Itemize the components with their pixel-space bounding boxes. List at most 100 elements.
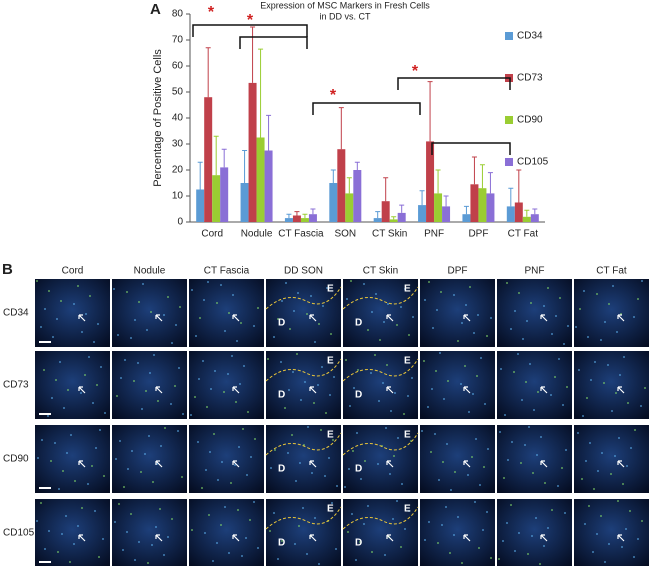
speckle [288,389,290,391]
speckle [355,559,357,561]
tile-label: E [404,504,411,515]
speckle [472,393,474,395]
speckle [336,485,338,487]
speckle [597,470,599,472]
arrow [78,386,86,394]
arrow [309,314,317,322]
speckle [596,293,598,295]
speckle [87,483,89,485]
speckle [310,295,312,297]
arrow [463,386,471,394]
speckle [167,536,169,538]
speckle [360,478,362,480]
speckle [299,462,301,464]
speckle [175,324,177,326]
error-bar [205,47,211,98]
speckle [159,508,161,510]
error-bar [435,169,441,194]
speckle [130,513,132,515]
error-bar [516,169,522,203]
speckle [104,412,106,414]
micrograph [420,351,495,419]
epidermis-boundary [265,432,342,456]
speckle [594,361,596,363]
x-tick-label: PNF [424,229,444,240]
speckle [396,500,398,502]
speckle [562,404,564,406]
speckle [182,413,184,415]
speckle [486,335,488,337]
speckle [130,337,132,339]
speckle [453,534,455,536]
y-tick-label: 70 [172,35,184,46]
arrow [386,386,394,394]
speckle [498,558,500,560]
speckle [206,406,208,408]
speckle [102,538,104,540]
speckle [199,317,201,319]
bar [426,141,435,222]
speckle [441,524,443,526]
speckle [385,427,387,429]
speckle [510,328,512,330]
speckle [137,362,139,364]
tile-label: D [278,318,285,329]
speckle [227,373,229,375]
speckle [384,554,386,556]
column-label: Cord [62,266,84,277]
tile-label: E [404,356,411,367]
arrow [386,460,394,468]
speckle [52,336,54,338]
speckle [565,449,567,451]
micrograph [574,279,649,347]
micrograph [497,499,572,566]
speckle [44,548,46,550]
speckle [533,409,535,411]
speckle [408,510,410,512]
speckle [377,463,379,465]
speckle [331,502,333,504]
speckle [644,387,646,389]
speckle [464,365,466,367]
y-tick-label: 20 [172,165,184,176]
speckle [191,529,193,531]
speckle [96,384,98,386]
speckle [306,553,308,555]
tile-label: E [327,284,334,295]
bar [522,216,531,222]
speckle [69,561,71,563]
speckle [116,395,118,397]
legend-label: CD34 [517,31,543,42]
speckle [584,523,586,525]
speckle [588,505,590,507]
column-label: CT Fascia [204,266,250,277]
speckle [220,284,222,286]
speckle [547,527,549,529]
speckle [390,410,392,412]
speckle [551,333,553,335]
speckle [295,480,297,482]
speckle [535,517,537,519]
speckle [297,292,299,294]
error-bar [463,205,469,215]
speckle [412,316,414,318]
speckle [522,338,524,340]
speckle [124,359,126,361]
speckle [58,488,60,490]
arrow [386,534,394,542]
bar [345,193,354,222]
error-bar [221,148,227,168]
speckle [529,363,531,365]
speckle [403,413,405,415]
speckle [557,485,559,487]
speckle [235,401,237,403]
speckle [70,434,72,436]
arrow [617,460,625,468]
row-label: CD73 [3,380,29,391]
speckle [363,523,365,525]
speckle [486,511,488,513]
speckle [615,392,617,394]
x-tick-label: SON [334,229,356,240]
speckle [454,471,456,473]
arrow [540,386,548,394]
